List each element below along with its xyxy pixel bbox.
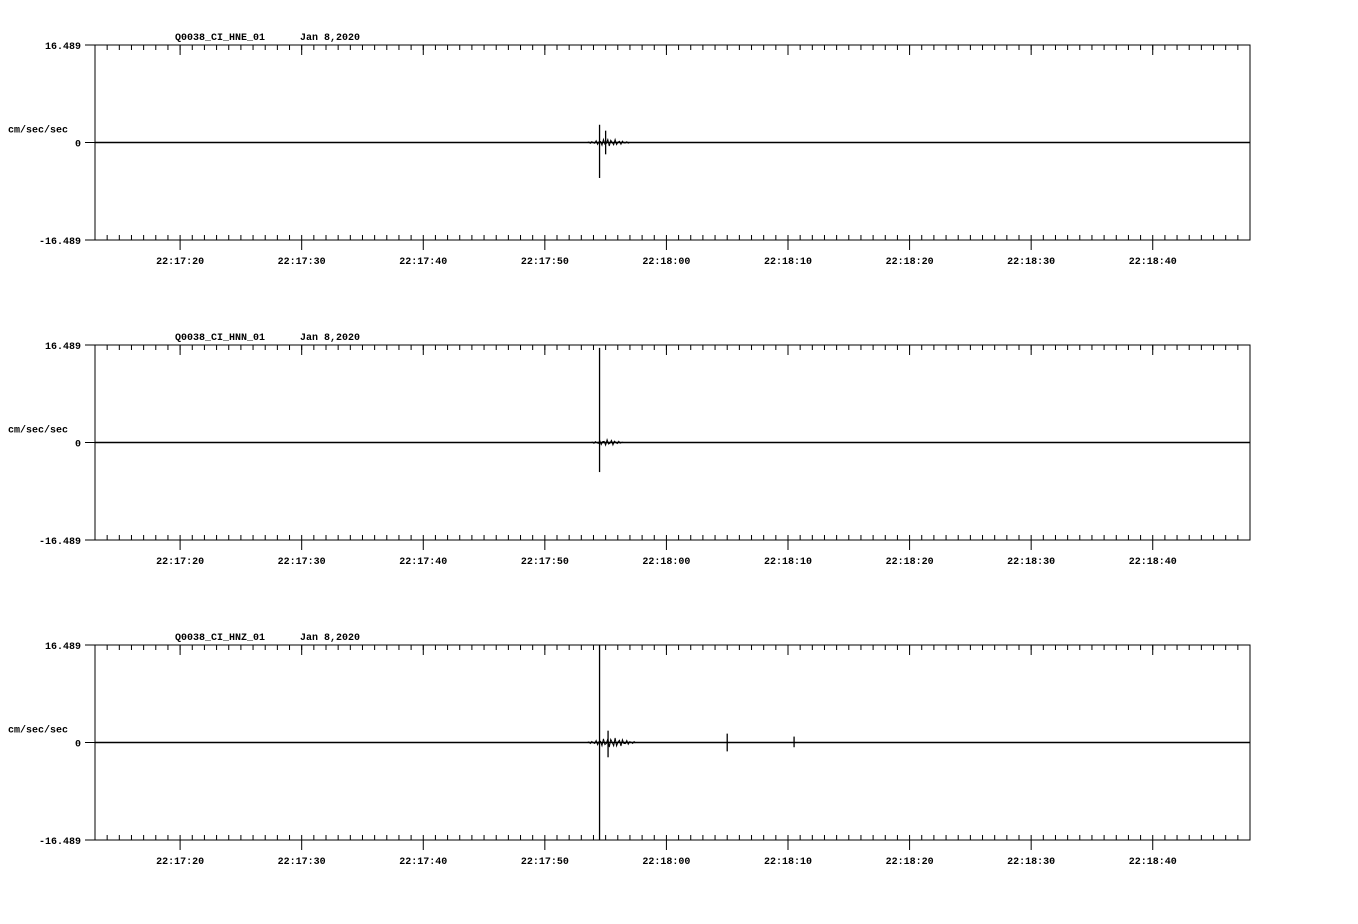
x-tick-label: 22:17:50 [521, 857, 569, 868]
x-tick-label: 22:17:20 [156, 557, 204, 568]
x-tick-label: 22:18:30 [1007, 557, 1055, 568]
y-tick-label: -16.489 [39, 537, 81, 548]
y-tick-label: 16.489 [45, 42, 81, 53]
x-tick-label: 22:17:40 [399, 257, 447, 268]
panel-0: Q0038_CI_HNE_01 Jan 8,2020 cm/sec/sec 16.48… [8, 33, 1250, 268]
waveform-noise [587, 139, 629, 146]
panel-title-station: Q0038_CI_HNE_01 [175, 33, 265, 44]
x-tick-label: 22:18:20 [886, 557, 934, 568]
y-tick-label: 16.489 [45, 342, 81, 353]
x-tick-label: 22:17:40 [399, 557, 447, 568]
x-tick-label: 22:18:10 [764, 257, 812, 268]
x-tick-label: 22:17:30 [278, 557, 326, 568]
seismogram-figure: Q0038_CI_HNE_01 Jan 8,2020 cm/sec/sec 16.48… [0, 0, 1358, 924]
y-tick-label: 0 [75, 440, 81, 451]
panel-title-date: Jan 8,2020 [300, 633, 360, 644]
x-tick-label: 22:18:20 [886, 257, 934, 268]
panel-title-date: Jan 8,2020 [300, 333, 360, 344]
seismogram-svg: Q0038_CI_HNE_01 Jan 8,2020 cm/sec/sec 16.48… [0, 0, 1358, 924]
panel-title-station: Q0038_CI_HNN_01 [175, 333, 265, 344]
x-tick-label: 22:18:40 [1129, 857, 1177, 868]
x-tick-label: 22:17:20 [156, 257, 204, 268]
y-tick-label: 16.489 [45, 642, 81, 653]
panel-title-date: Jan 8,2020 [300, 33, 360, 44]
x-tick-label: 22:18:00 [642, 857, 690, 868]
panel-2: Q0038_CI_HNZ_01 Jan 8,2020 cm/sec/sec 16.48… [8, 633, 1250, 868]
x-tick-label: 22:17:50 [521, 557, 569, 568]
y-axis-unit-label: cm/sec/sec [8, 425, 68, 437]
y-tick-label: -16.489 [39, 837, 81, 848]
x-tick-label: 22:17:50 [521, 257, 569, 268]
y-axis-unit-label: cm/sec/sec [8, 125, 68, 137]
x-tick-label: 22:18:30 [1007, 257, 1055, 268]
x-tick-label: 22:17:30 [278, 857, 326, 868]
x-tick-label: 22:17:30 [278, 257, 326, 268]
y-tick-label: 0 [75, 140, 81, 151]
x-tick-label: 22:17:40 [399, 857, 447, 868]
y-tick-label: -16.489 [39, 237, 81, 248]
y-tick-label: 0 [75, 740, 81, 751]
x-tick-label: 22:18:00 [642, 557, 690, 568]
x-tick-label: 22:18:20 [886, 857, 934, 868]
panel-title-station: Q0038_CI_HNZ_01 [175, 633, 265, 644]
x-tick-label: 22:18:30 [1007, 857, 1055, 868]
x-tick-label: 22:17:20 [156, 857, 204, 868]
x-tick-label: 22:18:40 [1129, 257, 1177, 268]
x-tick-label: 22:18:40 [1129, 557, 1177, 568]
x-tick-label: 22:18:00 [642, 257, 690, 268]
x-tick-label: 22:18:10 [764, 557, 812, 568]
x-tick-label: 22:18:10 [764, 857, 812, 868]
panel-1: Q0038_CI_HNN_01 Jan 8,2020 cm/sec/sec 16.48… [8, 333, 1250, 568]
y-axis-unit-label: cm/sec/sec [8, 725, 68, 737]
